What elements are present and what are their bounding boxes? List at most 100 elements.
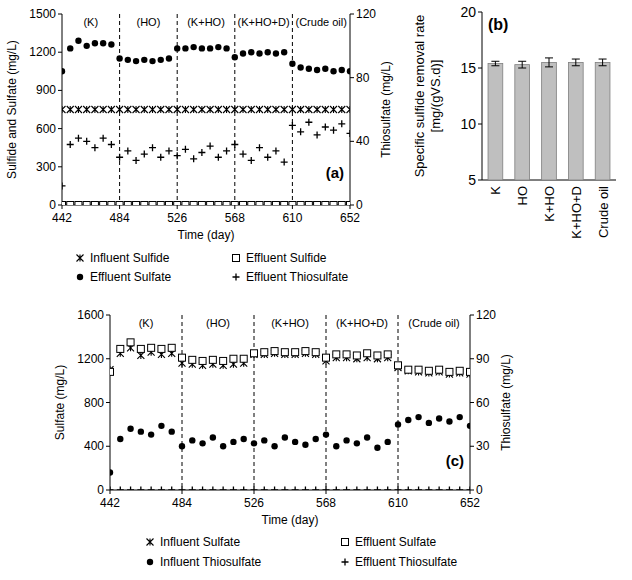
data-point (289, 202, 296, 206)
data-point (174, 202, 181, 206)
data-point (467, 423, 470, 429)
legend-marker (233, 274, 240, 281)
legend-marker (342, 539, 349, 546)
panel-label: (c) (446, 452, 464, 469)
panel-label: (b) (488, 16, 508, 33)
data-point (149, 106, 156, 113)
phase-label: (K) (83, 16, 98, 28)
data-point (168, 344, 175, 351)
data-point (446, 418, 452, 424)
data-point (220, 487, 227, 491)
phase-label: (Crude oil) (408, 317, 459, 329)
data-point (271, 348, 278, 355)
data-point (189, 437, 195, 443)
y-axis-title: Sulfide and Sulfate (mg/L) (5, 40, 19, 179)
data-point (313, 436, 319, 442)
x-tick (470, 490, 471, 494)
x-tick-label: HO (515, 186, 530, 206)
data-point (292, 487, 299, 491)
data-point (223, 45, 229, 51)
plot-data (110, 339, 470, 490)
data-point (425, 367, 432, 374)
x-tick (234, 205, 235, 209)
error-bar (518, 61, 526, 68)
data-point (149, 144, 156, 151)
y-tick (58, 52, 62, 53)
data-point (272, 147, 279, 154)
data-point (148, 431, 154, 437)
legend-label: Influent Sulfate (160, 535, 240, 549)
legend-label: Effluent Sulfate (90, 270, 171, 284)
data-point (116, 106, 123, 113)
data-point (436, 415, 442, 421)
y-tick-label: 1500 (29, 7, 56, 21)
data-point (343, 487, 350, 491)
data-point (261, 349, 268, 356)
data-point (199, 357, 206, 364)
data-point (215, 154, 222, 161)
x-tick (326, 490, 327, 494)
error-bar (572, 59, 580, 66)
data-point (138, 428, 144, 434)
x-axis-title: Time (day) (178, 228, 235, 242)
y-tick-label: 800 (84, 396, 104, 410)
data-point (232, 54, 238, 60)
data-point (116, 202, 123, 206)
data-point (75, 135, 82, 142)
y2-tick-label: 0 (476, 483, 483, 497)
data-point (158, 487, 165, 491)
data-point (149, 58, 155, 64)
data-point (141, 57, 147, 63)
data-point (158, 423, 164, 429)
data-point (353, 487, 360, 491)
data-point (297, 106, 304, 113)
bar (515, 65, 530, 180)
data-point (174, 152, 181, 159)
bar (488, 64, 503, 180)
data-point (110, 368, 114, 375)
y2-tick (350, 77, 354, 78)
y-tick-label: 1200 (29, 45, 56, 59)
y2-tick-label: 40 (356, 134, 370, 148)
data-point (353, 352, 360, 359)
y-tick-label: 1200 (77, 352, 104, 366)
data-point (322, 202, 329, 206)
data-point (141, 106, 148, 113)
y-tick-label: 600 (36, 122, 56, 136)
data-point (347, 202, 351, 206)
data-point (446, 487, 453, 491)
panel-chart_data-0: 4424845265686106520300600900120015000408… (5, 7, 393, 284)
panel-label: (a) (326, 164, 344, 181)
data-point (100, 106, 107, 113)
data-point (117, 487, 124, 491)
data-point (251, 350, 258, 357)
legend-label: Effluent Sulfate (355, 535, 436, 549)
data-point (395, 487, 402, 491)
data-point (75, 106, 82, 113)
plot-data (62, 38, 350, 205)
x-tick-label: 526 (167, 211, 187, 225)
x-tick (119, 205, 120, 209)
data-point (108, 106, 115, 113)
x-tick-label: K+HO (542, 186, 557, 222)
data-point (230, 487, 237, 491)
phase-label: (K+HO+D) (238, 16, 290, 28)
data-point (405, 487, 412, 491)
y-tick-label: 15 (460, 60, 476, 76)
data-point (281, 202, 288, 206)
data-point (157, 106, 164, 113)
data-point (256, 50, 262, 56)
data-point (116, 55, 122, 61)
data-point (190, 155, 197, 162)
y2-tick (350, 205, 354, 206)
data-point (141, 151, 148, 158)
x-tick (182, 490, 183, 494)
data-point (127, 426, 133, 432)
data-point (108, 141, 115, 148)
x-tick-label: 526 (244, 496, 264, 510)
phase-label: (HO) (136, 16, 160, 28)
data-point (297, 64, 303, 70)
phase-label: (K+HO+D) (336, 317, 388, 329)
x-tick-label: 484 (110, 211, 130, 225)
y-axis-title-line: [mg/(gVS.d)] (428, 60, 443, 133)
